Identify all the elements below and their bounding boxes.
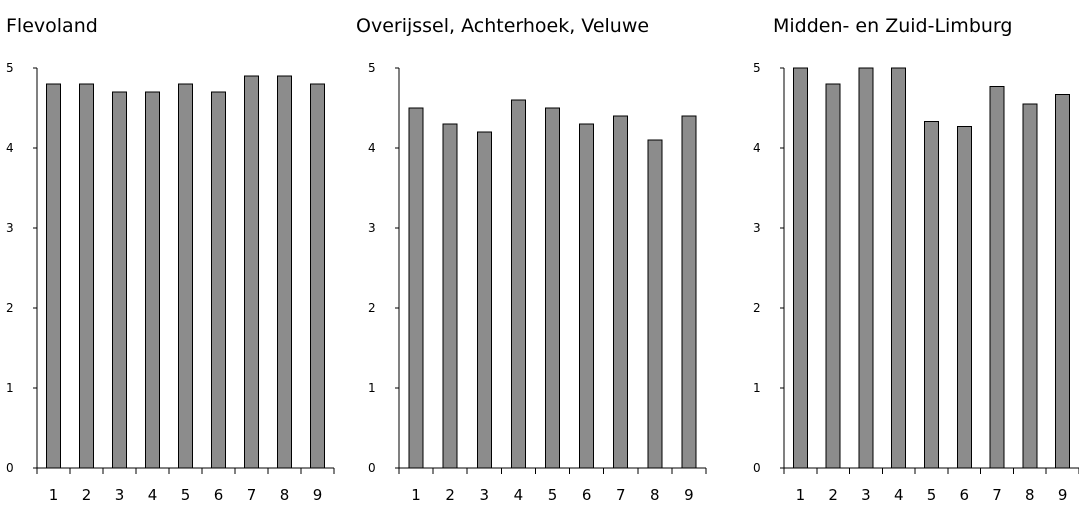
x-tick-label: 6 [582,486,592,504]
x-tick-label: 4 [148,486,158,504]
x-tick-label: 2 [82,486,92,504]
y-tick-label: 3 [368,221,376,235]
chart-marks: 0 1 2 3 4 5 1 2 3 4 5 6 7 8 9 [753,61,1079,504]
bar-2 [79,83,94,469]
y-tick-label: 0 [753,461,761,475]
y-tick-label: 1 [368,381,376,395]
bar-9 [1055,93,1071,469]
chart-panel-flevoland: Flevoland 0 1 2 3 4 5 1 2 3 4 5 6 7 8 9 [6,15,335,504]
bar-3 [112,91,127,469]
x-tick-label: 2 [445,486,455,504]
bar-8 [277,75,292,469]
x-tick-label: 6 [214,486,224,504]
chart-title: Midden- en Zuid-Limburg [773,15,1012,37]
x-tick-label: 7 [247,486,257,504]
bar-2 [442,123,458,469]
x-tick-label: 1 [796,486,806,504]
x-tick-label: 9 [1058,486,1068,504]
bar-8 [1022,103,1038,469]
bar-2 [825,83,841,469]
bar-4 [510,99,526,469]
y-tick-label: 3 [753,221,761,235]
bar-1 [792,67,808,469]
bar-9 [310,83,325,469]
bar-9 [681,115,697,469]
x-tick-label: 5 [927,486,937,504]
y-tick-label: 2 [6,301,14,315]
chart-marks: 0 1 2 3 4 5 1 2 3 4 5 6 7 8 9 [6,61,335,504]
y-tick-label: 2 [753,301,761,315]
y-tick-label: 4 [753,141,761,155]
chart-panel-limburg: Midden- en Zuid-Limburg 0 1 2 3 4 5 1 2 3 4 5 6 7 8 9 [753,15,1079,504]
y-tick-label: 4 [6,141,14,155]
chart-title: Flevoland [6,15,98,37]
x-tick-label: 9 [684,486,694,504]
x-tick-label: 1 [49,486,59,504]
bar-7 [613,115,629,469]
x-tick-label: 8 [1025,486,1035,504]
x-tick-label: 5 [181,486,191,504]
bar-6 [579,123,595,469]
bar-1 [408,107,424,469]
x-tick-label: 2 [828,486,838,504]
y-tick-label: 1 [6,381,14,395]
bar-5 [924,121,939,469]
x-tick-label: 1 [411,486,421,504]
bar-8 [647,139,663,469]
y-tick-label: 1 [753,381,761,395]
bar-7 [989,85,1005,469]
bar-4 [891,67,907,469]
chart-panel-overijssel: Overijssel, Achterhoek, Veluwe 0 1 2 3 4 5 1 2 3… [356,15,707,504]
y-tick-label: 0 [368,461,376,475]
y-tick-label: 4 [368,141,376,155]
bar-1 [46,83,61,469]
bar-6 [956,125,972,469]
x-tick-label: 9 [313,486,323,504]
bar-3 [858,67,874,469]
y-tick-label: 3 [6,221,14,235]
y-tick-label: 0 [6,461,14,475]
chart-marks: 0 1 2 3 4 5 1 2 3 4 5 6 7 8 9 [368,61,707,504]
x-tick-label: 3 [861,486,871,504]
x-tick-label: 3 [115,486,125,504]
x-tick-label: 4 [514,486,524,504]
bar-5 [178,83,193,469]
bar-3 [476,131,492,469]
x-tick-label: 8 [280,486,290,504]
x-tick-label: 3 [480,486,490,504]
y-tick-label: 2 [368,301,376,315]
x-tick-label: 5 [548,486,558,504]
chart-title: Overijssel, Achterhoek, Veluwe [356,15,649,37]
y-tick-label: 5 [6,61,14,75]
x-tick-label: 6 [960,486,970,504]
bar-7 [244,75,259,469]
bar-4 [145,91,160,469]
y-tick-label: 5 [753,61,761,75]
bar-6 [211,91,226,469]
x-tick-label: 4 [894,486,904,504]
bar-5 [545,107,560,469]
x-tick-label: 7 [992,486,1002,504]
y-tick-label: 5 [368,61,376,75]
x-tick-label: 8 [650,486,660,504]
x-tick-label: 7 [616,486,626,504]
